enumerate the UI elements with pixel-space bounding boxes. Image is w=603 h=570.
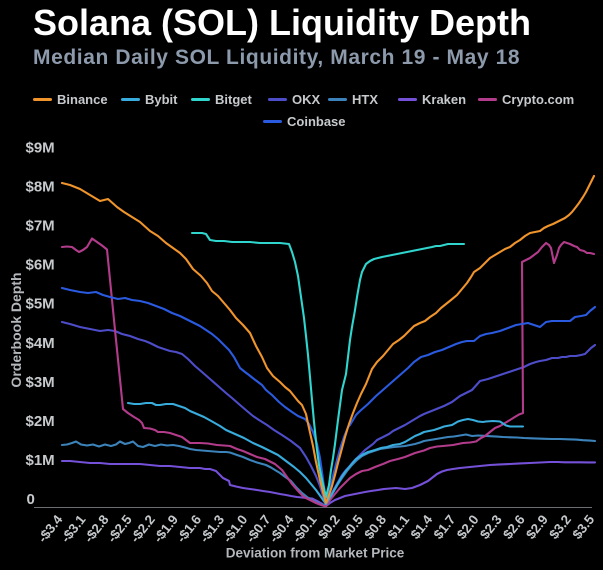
svg-text:-$1.6: -$1.6 [174,512,205,545]
svg-text:$1.7: $1.7 [431,512,459,542]
svg-text:-$3.1: -$3.1 [58,512,89,546]
svg-text:$0.8: $0.8 [361,512,389,542]
svg-text:-$2.8: -$2.8 [81,512,112,546]
svg-text:-$1.0: -$1.0 [220,512,251,545]
svg-text:0: 0 [27,491,35,508]
svg-text:$2.6: $2.6 [500,512,528,542]
svg-text:$3M: $3M [26,374,55,391]
svg-text:$6M: $6M [26,257,55,274]
svg-text:$1M: $1M [26,452,55,469]
svg-text:$5M: $5M [26,296,55,313]
svg-text:-$0.7: -$0.7 [243,512,274,545]
svg-text:-$2.5: -$2.5 [104,512,135,546]
svg-text:-$1.3: -$1.3 [197,512,228,545]
svg-text:$3.2: $3.2 [546,512,574,542]
svg-text:$2.9: $2.9 [523,512,551,542]
svg-text:$0.2: $0.2 [315,512,343,542]
svg-text:-$1.9: -$1.9 [150,512,181,545]
svg-text:$9M: $9M [26,139,55,156]
svg-text:-$0.1: -$0.1 [289,512,320,546]
svg-text:$2.0: $2.0 [454,512,482,542]
svg-text:-$3.4: -$3.4 [35,512,66,546]
svg-text:$8M: $8M [26,178,55,195]
svg-text:$7M: $7M [26,218,55,235]
svg-text:Deviation from Market Price: Deviation from Market Price [226,546,405,561]
svg-text:$2M: $2M [26,413,55,430]
svg-text:Orderbook Depth: Orderbook Depth [8,272,24,387]
svg-text:$4M: $4M [26,335,55,352]
svg-text:-$0.4: -$0.4 [266,512,297,546]
svg-text:$1.4: $1.4 [407,512,435,542]
svg-text:$1.1: $1.1 [384,512,412,542]
svg-text:$2.3: $2.3 [477,512,505,542]
svg-text:-$2.2: -$2.2 [127,512,158,545]
svg-text:$0.5: $0.5 [338,512,366,542]
svg-text:$3.5: $3.5 [569,512,597,542]
